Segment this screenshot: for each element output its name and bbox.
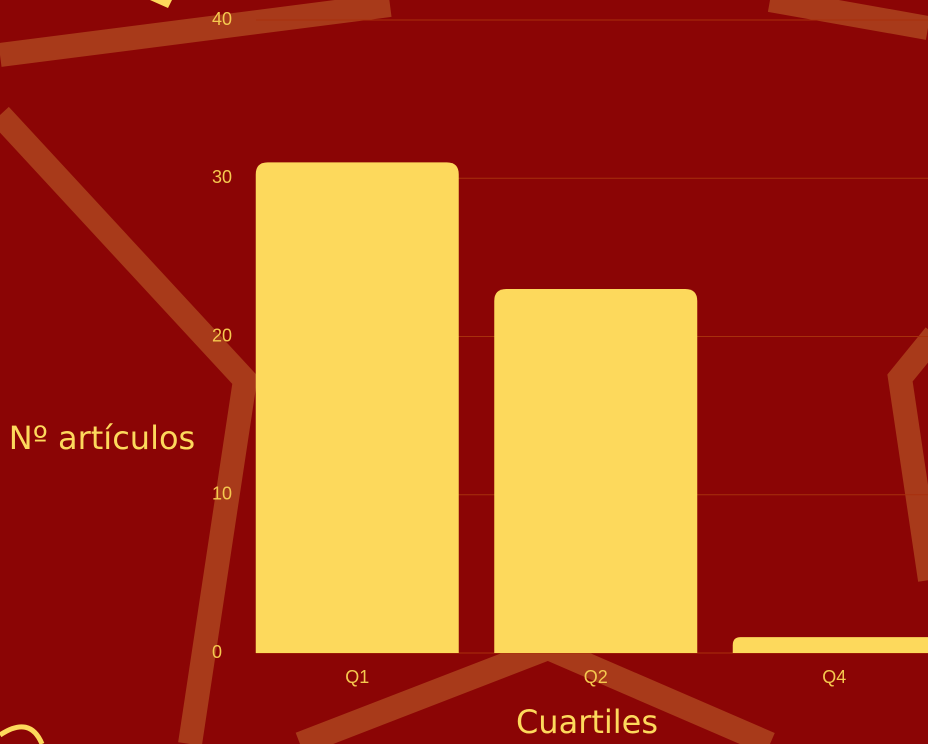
y-axis-title: Nº artículos (9, 419, 195, 457)
y-tick-label: 30 (212, 167, 232, 187)
y-tick-label: 40 (212, 9, 232, 29)
plot-area: 0 10 20 30 40 Q1 Q2 Q4 (212, 9, 928, 687)
x-tick-label: Q1 (345, 667, 369, 687)
bar (494, 289, 698, 653)
y-tick-label: 20 (212, 325, 232, 345)
x-tick-label: Q2 (584, 667, 608, 687)
deco-shape (0, 724, 45, 744)
deco-line (887, 327, 928, 582)
deco-line (767, 0, 928, 40)
bar (732, 637, 928, 653)
deco-shape (150, 0, 172, 8)
y-tick-label: 0 (212, 642, 222, 662)
deco-line (0, 0, 392, 67)
y-tick-label: 10 (212, 484, 232, 504)
x-tick-label: Q4 (822, 667, 846, 687)
deco-line (0, 106, 258, 744)
bar (255, 162, 459, 654)
x-axis-title: Cuartiles (516, 703, 658, 741)
